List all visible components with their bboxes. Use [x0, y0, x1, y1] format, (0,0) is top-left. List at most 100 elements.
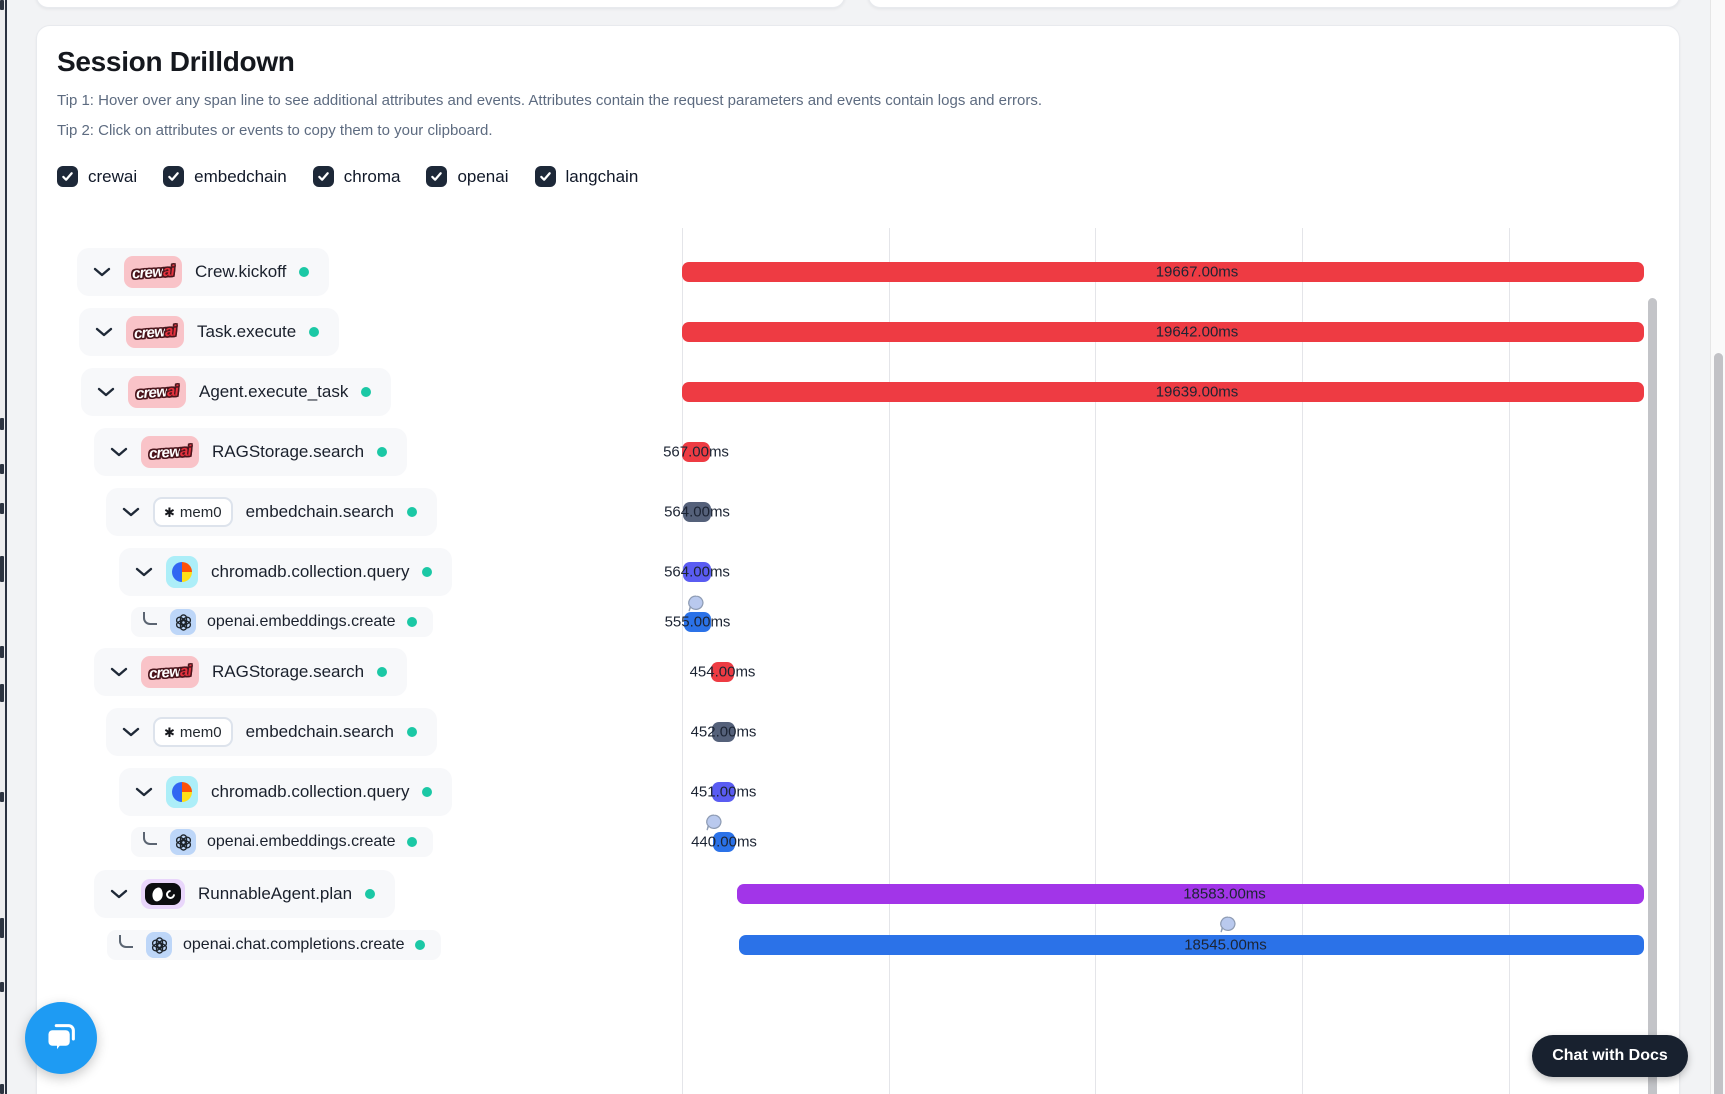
span-bar-ragstorage-search-1[interactable]: 567.00ms — [663, 442, 729, 462]
mem0-logo: ✱ mem0 — [153, 717, 233, 747]
span-bar-task-execute[interactable]: 19642.00ms — [682, 322, 1644, 342]
mem0-icon: ✱ — [164, 504, 175, 520]
page-scrollbar[interactable] — [1710, 0, 1725, 1094]
duration-label: 567.00ms — [663, 443, 729, 461]
duration-label: 451.00ms — [690, 783, 757, 801]
tip-1: Tip 1: Hover over any span line to see a… — [57, 92, 1043, 109]
top-card-left — [36, 0, 845, 8]
checkbox-langchain-checked[interactable] — [534, 166, 556, 187]
chat-widget-button[interactable] — [25, 1002, 97, 1074]
status-dot — [365, 889, 376, 899]
openai-logo — [170, 829, 196, 855]
tree-row-openai-chat-completions[interactable]: openai.chat.completions.create — [107, 930, 442, 960]
chevron-down-icon[interactable] — [135, 787, 153, 797]
span-name: embedchain.search — [245, 722, 394, 741]
crewai-logo: crewai — [141, 656, 199, 688]
checkbox-chroma-checked[interactable] — [312, 166, 334, 187]
status-dot — [406, 727, 417, 737]
duration-label: 19667.00ms — [1155, 263, 1239, 281]
chevron-down-icon[interactable] — [122, 727, 140, 737]
span-bar-runnableagent-plan[interactable]: 18583.00ms — [737, 884, 1644, 904]
tip-2: Tip 2: Click on attributes or events to … — [57, 122, 493, 139]
crewai-logo: crewai — [141, 436, 199, 468]
status-dot — [377, 667, 388, 677]
tree-row-embedchain-search-1[interactable]: ✱ mem0 embedchain.search — [106, 488, 437, 536]
duration-label: 18545.00ms — [1184, 936, 1267, 954]
span-name: openai.embeddings.create — [207, 613, 396, 630]
span-bar-crew-kickoff[interactable]: 19667.00ms — [682, 262, 1644, 282]
filter-langchain[interactable]: langchain — [534, 166, 638, 187]
tree-row-ragstorage-search-2[interactable]: crewai RAGStorage.search — [94, 648, 408, 696]
chevron-down-icon[interactable] — [110, 889, 128, 899]
elbow-connector-icon — [119, 934, 133, 948]
status-dot — [309, 327, 320, 337]
mem0-logo: ✱ mem0 — [153, 497, 233, 527]
gridline — [682, 228, 683, 1094]
chevron-down-icon[interactable] — [110, 447, 128, 457]
tree-row-openai-embeddings-2[interactable]: openai.embeddings.create — [131, 827, 433, 857]
span-name: RunnableAgent.plan — [198, 884, 353, 903]
tree-row-embedchain-search-2[interactable]: ✱ mem0 embedchain.search — [106, 708, 437, 756]
gridline — [1095, 228, 1096, 1094]
duration-label: 440.00ms — [691, 833, 757, 851]
page-scrollbar-thumb[interactable] — [1714, 353, 1723, 1094]
filter-crewai[interactable]: crewai — [57, 166, 137, 187]
filter-embedchain[interactable]: embedchain — [163, 166, 287, 187]
filter-openai[interactable]: openai — [426, 166, 509, 187]
checkbox-openai-checked[interactable] — [426, 166, 448, 187]
left-edge-clipped-content — [0, 0, 7, 1094]
chevron-down-icon[interactable] — [122, 507, 140, 517]
span-bar-embedchain-search-1[interactable]: 564.00ms — [664, 502, 730, 522]
chevron-down-icon[interactable] — [95, 327, 113, 337]
tree-row-openai-embeddings-1[interactable]: openai.embeddings.create — [131, 607, 433, 637]
tree-row-agent-execute-task[interactable]: crewai Agent.execute_task — [81, 368, 392, 416]
span-bar-openai-embeddings-2[interactable]: 440.00ms — [691, 832, 757, 852]
duration-label: 564.00ms — [664, 563, 730, 581]
chevron-down-icon[interactable] — [97, 387, 115, 397]
span-bar-embedchain-search-2[interactable]: 452.00ms — [691, 722, 756, 742]
chevron-down-icon[interactable] — [135, 567, 153, 577]
tree-row-runnableagent-plan[interactable]: RunnableAgent.plan — [94, 870, 396, 918]
duration-label: 19642.00ms — [1155, 323, 1239, 341]
elbow-connector-icon — [143, 611, 157, 625]
span-name: RAGStorage.search — [212, 662, 365, 681]
span-name: openai.embeddings.create — [207, 833, 396, 850]
span-bar-ragstorage-search-2[interactable]: 454.00ms — [690, 662, 755, 682]
mem0-icon: ✱ — [164, 724, 175, 740]
status-dot — [406, 837, 417, 847]
span-bar-openai-chat-completions[interactable]: 18545.00ms — [739, 935, 1644, 955]
openai-logo — [170, 609, 196, 635]
event-bubble-icon[interactable] — [704, 813, 723, 832]
span-name: Task.execute — [197, 322, 297, 341]
span-name: RAGStorage.search — [212, 442, 365, 461]
span-bar-chromadb-query-1[interactable]: 564.00ms — [664, 562, 730, 582]
panel-scrollbar-thumb[interactable] — [1648, 298, 1657, 1094]
checkbox-crewai-checked[interactable] — [57, 166, 78, 187]
span-bar-agent-execute-task[interactable]: 19639.00ms — [682, 382, 1644, 402]
span-bar-chromadb-query-2[interactable]: 451.00ms — [691, 782, 756, 802]
status-dot — [361, 387, 372, 397]
tree-row-ragstorage-search-1[interactable]: crewai RAGStorage.search — [94, 428, 408, 476]
span-bar-openai-embeddings-1[interactable]: 555.00ms — [665, 612, 730, 632]
event-bubble-icon[interactable] — [686, 594, 705, 613]
tree-row-task-execute[interactable]: crewai Task.execute — [79, 308, 340, 356]
tree-row-crew-kickoff[interactable]: crewai Crew.kickoff — [77, 248, 330, 296]
filter-label: crewai — [88, 166, 138, 186]
tree-row-chromadb-query-1[interactable]: chromadb.collection.query — [119, 548, 453, 596]
duration-label: 18583.00ms — [1183, 885, 1266, 903]
chat-with-docs-button[interactable]: Chat with Docs — [1532, 1035, 1688, 1077]
span-name: chromadb.collection.query — [211, 782, 410, 801]
panel-scrollbar[interactable] — [1648, 228, 1657, 1094]
filter-chroma[interactable]: chroma — [312, 166, 400, 187]
gridline — [1509, 228, 1510, 1094]
chevron-down-icon[interactable] — [110, 667, 128, 677]
checkbox-embedchain-checked[interactable] — [163, 166, 185, 187]
event-bubble-icon[interactable] — [1218, 915, 1237, 934]
status-dot — [299, 267, 310, 277]
duration-label: 454.00ms — [689, 663, 756, 681]
tree-row-chromadb-query-2[interactable]: chromadb.collection.query — [119, 768, 453, 816]
gridline — [889, 228, 890, 1094]
page-title: Session Drilldown — [57, 46, 295, 77]
chevron-down-icon[interactable] — [93, 267, 111, 277]
